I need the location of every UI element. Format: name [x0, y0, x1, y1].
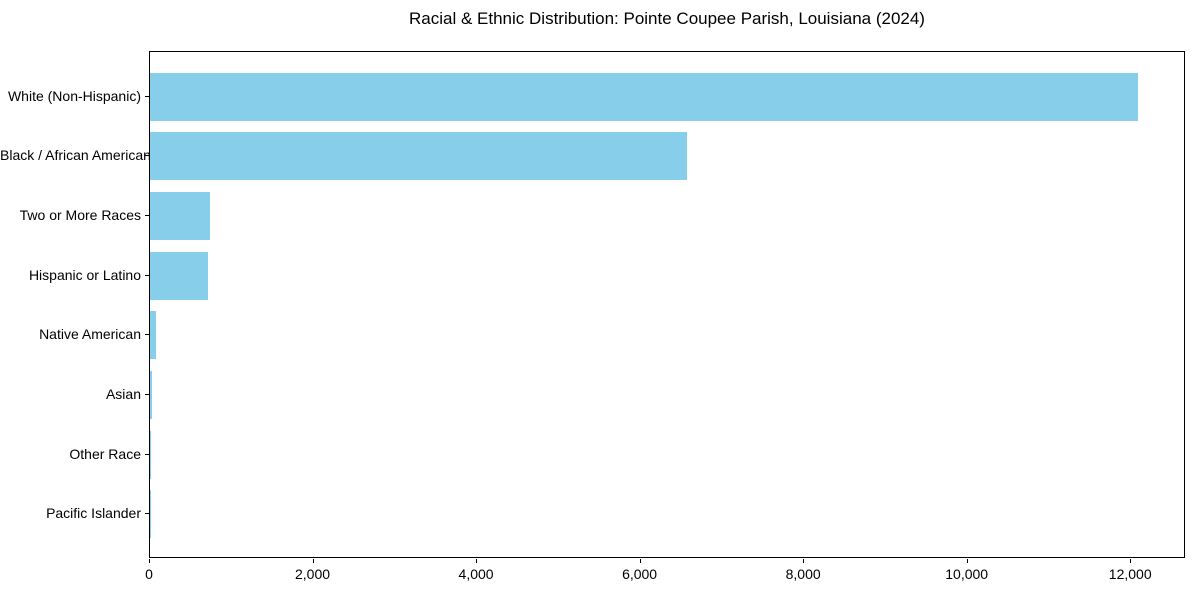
x-tick-label: 6,000 — [622, 566, 658, 582]
x-tick-label: 8,000 — [785, 566, 821, 582]
x-tick-mark — [803, 559, 805, 563]
plot-area — [149, 51, 1185, 558]
bar-two-or-more-races — [150, 192, 211, 241]
x-tick-label: 4,000 — [458, 566, 494, 582]
y-tick-mark — [145, 453, 149, 455]
y-tick-label: Asian — [105, 385, 141, 402]
y-tick-label: Other Race — [69, 445, 141, 462]
x-tick-mark — [639, 559, 641, 563]
x-tick-mark — [312, 559, 314, 563]
y-tick-mark — [145, 393, 149, 395]
x-tick-mark — [966, 559, 968, 563]
x-tick-mark — [1130, 559, 1132, 563]
bar-asian — [150, 370, 153, 419]
y-tick-label: Black / African American — [0, 147, 151, 164]
y-tick-mark — [145, 274, 149, 276]
y-tick-label: Pacific Islander — [46, 505, 141, 522]
y-tick-label: White (Non-Hispanic) — [7, 87, 141, 104]
bar-other-race — [150, 430, 151, 479]
x-tick-label: 0 — [145, 566, 153, 582]
x-tick-label: 12,000 — [1108, 566, 1152, 582]
bar-hispanic-or-latino — [150, 251, 209, 300]
bar-native-american — [150, 311, 157, 360]
x-tick-mark — [476, 559, 478, 563]
chart-title: Racial & Ethnic Distribution: Pointe Cou… — [409, 9, 925, 28]
x-tick-label: 2,000 — [295, 566, 331, 582]
y-tick-mark — [145, 215, 149, 217]
x-tick-mark — [149, 559, 150, 563]
y-tick-mark — [145, 155, 149, 157]
y-tick-mark — [145, 334, 149, 336]
y-tick-label: Two or More Races — [19, 207, 141, 224]
bar-black-african-american — [150, 132, 688, 181]
y-tick-mark — [145, 95, 149, 97]
y-tick-mark — [145, 513, 149, 515]
y-tick-label: Native American — [39, 326, 141, 343]
bar-white-non-hispanic — [150, 72, 1138, 121]
x-tick-label: 10,000 — [945, 566, 989, 582]
y-tick-label: Hispanic or Latino — [28, 266, 141, 283]
